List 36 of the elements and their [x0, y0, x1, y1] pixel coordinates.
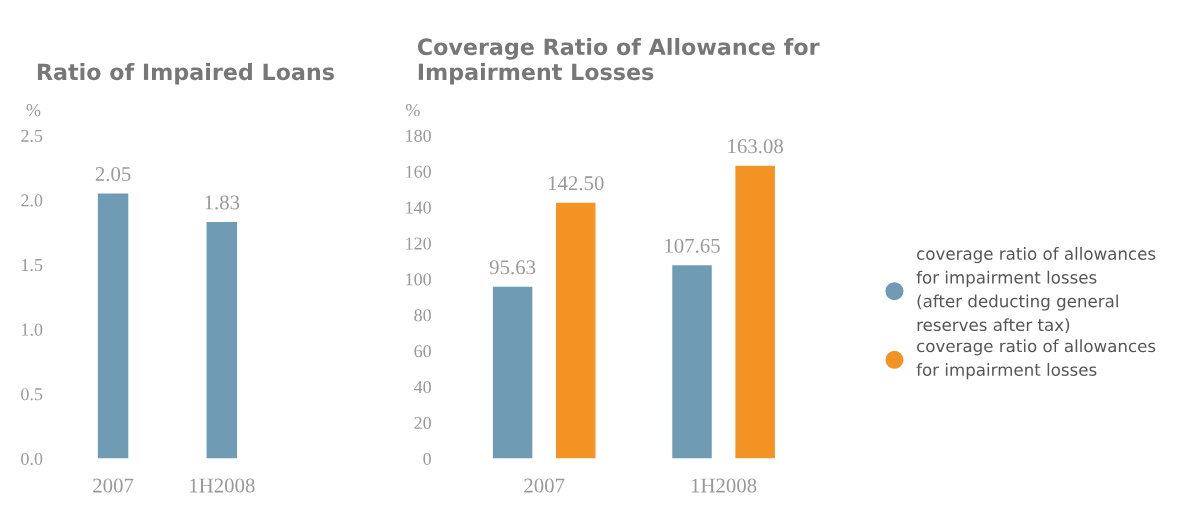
bar [735, 165, 775, 459]
y-tick-label: 120 [406, 237, 431, 250]
x-tick-label: 1H2008 [190, 478, 255, 493]
y-tick-label: 100 [406, 273, 431, 286]
y-tick-label: 60 [414, 345, 431, 358]
data-label: 142.50 [548, 176, 604, 191]
x-tick-label: 2007 [524, 478, 565, 493]
y-axis-title: % [405, 104, 420, 117]
y-tick-label: 1.0 [22, 323, 43, 336]
y-tick-label: 0.0 [21, 452, 43, 465]
x-tick-label: 2007 [93, 478, 134, 493]
legend-label: coverage ratio of allowances for impairment losses [916, 339, 1156, 380]
y-tick-label: 80 [414, 309, 431, 322]
y-axis-title: % [26, 104, 41, 117]
bar [556, 202, 596, 459]
bar [492, 286, 533, 459]
y-tick-label: 2.5 [21, 129, 43, 142]
data-label: 1.83 [205, 195, 240, 210]
y-tick-label: 0.5 [21, 388, 43, 401]
y-tick-label: 0 [423, 452, 431, 465]
y-tick-label: 2.0 [21, 194, 43, 207]
y-tick-label: 40 [413, 380, 431, 394]
data-label: 163.08 [728, 139, 784, 154]
chart-title: Coverage Ratio of Allowance for Impairment Losses [417, 37, 820, 85]
chart-title: Ratio of Impaired Loans [37, 63, 334, 85]
data-label: 95.63 [489, 260, 536, 275]
legend-label: coverage ratio of allowances for impairment losses (after deducting general reserves after tax) [916, 247, 1156, 334]
y-tick-label: 160 [406, 165, 431, 178]
y-tick-label: 1.5 [22, 259, 43, 272]
data-label: 107.65 [665, 238, 720, 253]
data-label: 2.05 [95, 166, 131, 182]
y-tick-label: 20 [414, 416, 431, 430]
bar [672, 265, 712, 459]
y-tick-label: 140 [406, 201, 431, 214]
y-tick-label: 180 [406, 129, 431, 142]
x-tick-label: 1H2008 [691, 478, 757, 493]
